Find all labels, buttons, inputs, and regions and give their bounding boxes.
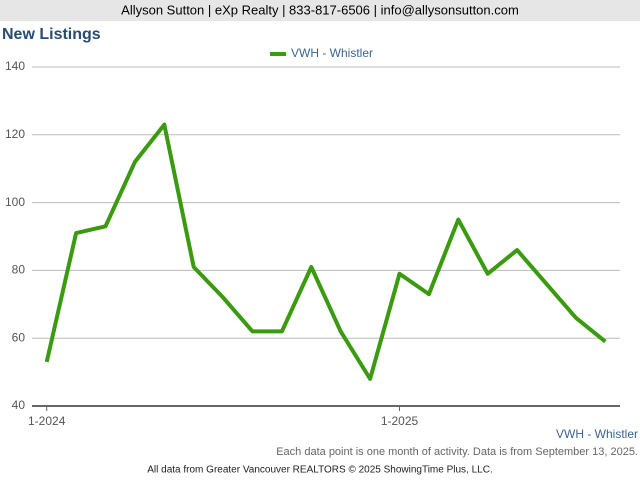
x-tick-label: 1-2025 [381, 414, 419, 428]
y-tick-label: 120 [5, 127, 25, 141]
note: Each data point is one month of activity… [276, 446, 638, 458]
header-text: Allyson Sutton | eXp Realty | 833-817-65… [121, 2, 519, 17]
series-line [44, 122, 607, 381]
header-bar [0, 0, 640, 21]
chart-title: New Listings [2, 26, 101, 43]
footer: All data from Greater Vancouver REALTORS… [147, 465, 492, 476]
y-tick-label: 100 [5, 195, 25, 209]
y-tick-label: 40 [12, 398, 26, 412]
legend-label: VWH - Whistler [291, 46, 373, 60]
y-tick-label: 80 [12, 263, 26, 277]
x-tick-label: 1-2024 [28, 414, 66, 428]
y-tick-label: 60 [12, 330, 26, 344]
series-label: VWH - Whistler [556, 427, 638, 441]
y-tick-label: 140 [5, 59, 25, 73]
